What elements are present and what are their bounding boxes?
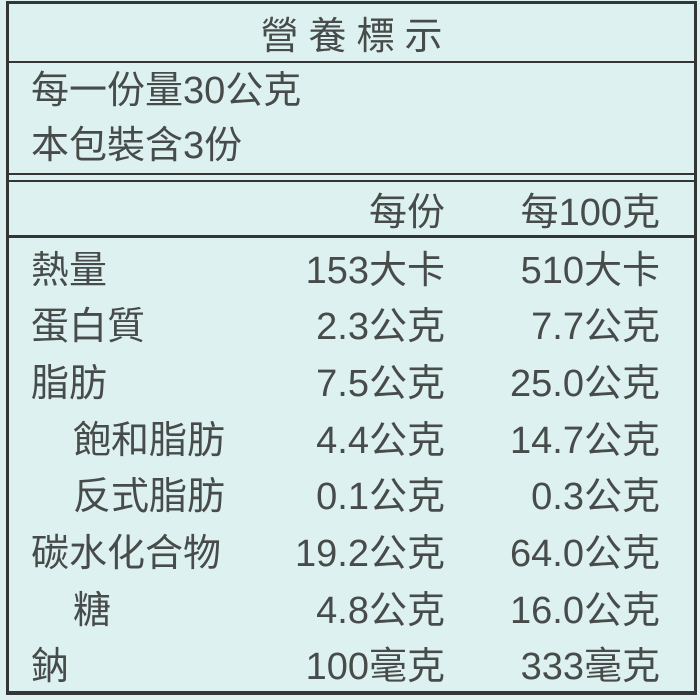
value-per-serving: 7.5公克 [316,363,445,406]
row-saturated-fat: 飽和脂肪 4.4公克 14.7公克 [9,408,694,465]
value-per-serving: 153大卡 [305,249,445,292]
nutrient-name: 碳水化合物 [31,532,222,575]
double-rule-separator [9,173,694,182]
value-per-100g: 510大卡 [520,249,660,292]
value-per-serving: 100毫克 [305,646,445,689]
nutrient-name: 脂肪 [31,363,108,406]
value-per-serving: 19.2公克 [295,532,445,575]
servings-per-package-line: 本包裝含3份 [31,125,243,167]
value-per-100g: 25.0公克 [510,363,660,406]
value-per-100g: 16.0公克 [510,589,660,632]
nutrient-name: 飽和脂肪 [73,419,226,462]
value-per-100g: 333毫克 [520,646,660,689]
header-per-serving: 每份 [368,192,445,234]
nutrient-name: 糖 [73,589,112,632]
column-header-row: 每份 每100克 [9,182,694,238]
value-per-100g: 14.7公克 [510,419,660,462]
nutrient-name: 反式脂肪 [73,476,226,519]
row-calories: 熱量 153大卡 510大卡 [9,238,694,295]
nutrient-name: 鈉 [31,646,70,689]
value-per-100g: 7.7公克 [531,306,660,349]
header-per-100g: 每100克 [520,192,660,234]
serving-size-line: 每一份量30公克 [31,70,302,112]
value-per-100g: 0.3公克 [531,476,660,519]
nutrient-name: 蛋白質 [31,306,146,349]
nutrient-table-body: 熱量 153大卡 510大卡 蛋白質 2.3公克 7.7公克 脂肪 7.5公克 … [9,238,694,691]
row-protein: 蛋白質 2.3公克 7.7公克 [9,295,694,352]
value-per-100g: 64.0公克 [510,532,660,575]
value-per-serving: 2.3公克 [316,306,445,349]
row-sodium: 鈉 100毫克 333毫克 [9,634,694,691]
row-sugar: 糖 4.8公克 16.0公克 [9,578,694,635]
row-trans-fat: 反式脂肪 0.1公克 0.3公克 [9,465,694,522]
nutrient-name: 熱量 [31,249,108,292]
nutrition-label-panel: 營養標示 每一份量30公克 本包裝含3份 每份 每100克 熱量 153大卡 5… [6,1,697,695]
row-fat: 脂肪 7.5公克 25.0公克 [9,351,694,408]
row-carbohydrate: 碳水化合物 19.2公克 64.0公克 [9,521,694,578]
value-per-serving: 0.1公克 [316,476,445,519]
value-per-serving: 4.4公克 [316,419,445,462]
value-per-serving: 4.8公克 [316,589,445,632]
label-title: 營養標示 [9,4,694,63]
